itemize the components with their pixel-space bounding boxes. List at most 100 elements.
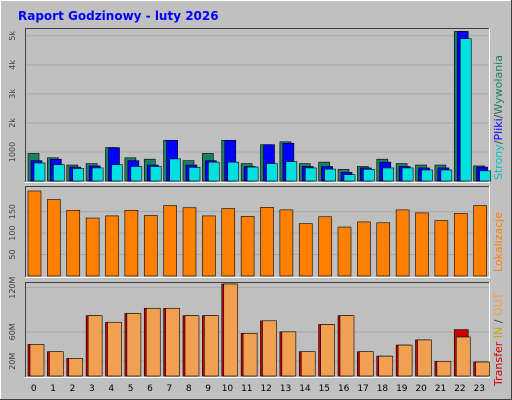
bar-wywolania: [111, 164, 123, 182]
x-tick-label: 5: [128, 384, 134, 394]
bar-wywolania: [401, 167, 414, 182]
ylabel-in: IN: [492, 327, 505, 338]
x-tick-label: 4: [108, 384, 114, 394]
x-tick-label: 18: [377, 384, 389, 394]
y-tick-label: 20M: [8, 353, 17, 370]
bar-out: [87, 315, 103, 377]
bar-wywolania: [440, 169, 453, 182]
bar-lokalizacje: [85, 217, 100, 277]
top-panel-ylabel: Strony/Pliki/Wywołania: [492, 55, 505, 180]
bar-lokalizacje: [143, 215, 158, 277]
bar-out: [475, 361, 490, 377]
bar-wywolania: [382, 167, 395, 182]
x-tick-label: 22: [454, 384, 465, 394]
y-tick-label: 120M: [8, 276, 17, 298]
bar-lokalizacje: [453, 213, 468, 277]
bar-out: [165, 307, 180, 377]
bar-out: [204, 315, 219, 377]
bar-out: [378, 355, 394, 377]
bar-wywolania: [324, 168, 336, 182]
y-tick-label: 1000: [8, 142, 17, 162]
bar-wywolania: [459, 38, 472, 182]
y-tick-label: 4k: [8, 60, 17, 70]
ylabel-sep-1: /: [492, 140, 505, 144]
bottom-panel-ylabel: Transfer IN / OUT: [492, 292, 505, 387]
x-tick-label: 11: [241, 384, 252, 394]
bar-wywolania: [285, 161, 298, 182]
bar-out: [184, 315, 200, 377]
bar-out: [339, 315, 355, 377]
hour-axis-labels: 0 1 2 3 4 5 6 7 8 9 10 11 12 13 14 15 16 17 18 19 20 21 22 23: [31, 384, 485, 394]
bar-out: [436, 360, 452, 377]
bar-out: [145, 307, 161, 377]
bar-wywolania: [227, 161, 240, 182]
plot-area: [25, 186, 490, 278]
bar-wywolania: [246, 166, 259, 182]
bar-wywolania: [149, 166, 162, 182]
bar-out: [281, 331, 297, 377]
bar-lokalizacje: [221, 208, 236, 277]
bar-wywolania: [266, 163, 278, 182]
bar-out: [300, 351, 316, 377]
bar-out: [397, 344, 413, 377]
x-tick-label: 6: [147, 384, 153, 394]
y-tick-label: 2k: [8, 118, 17, 128]
bar-out: [242, 333, 258, 377]
bar-lokalizacje: [473, 205, 487, 277]
bar-lokalizacje: [337, 226, 352, 277]
ylabel-wywolania: Wywołania: [492, 55, 505, 115]
x-tick-label: 8: [186, 384, 192, 394]
y-tick-label: 100: [8, 225, 17, 240]
x-tick-label: 0: [31, 384, 37, 394]
bar-wywolania: [33, 162, 46, 182]
x-tick-label: 21: [435, 384, 446, 394]
bar-out: [417, 339, 432, 377]
y-tick-label: 3k: [8, 89, 17, 99]
bar-out: [107, 321, 122, 377]
bar-out: [49, 351, 64, 377]
bar-lokalizacje: [240, 216, 255, 277]
y-tick-label: 50: [8, 249, 17, 259]
bar-lokalizacje: [66, 210, 81, 277]
bar-out: [223, 283, 239, 377]
transfer-panel: 20M 60M 120M: [8, 276, 490, 378]
x-tick-label: 16: [338, 384, 350, 394]
bar-lokalizacje: [376, 222, 391, 277]
y-tick-label: 5k: [8, 31, 17, 41]
ylabel-slash: /: [492, 319, 505, 323]
bar-lokalizacje: [202, 215, 216, 277]
bar-out: [126, 313, 142, 377]
x-tick-label: 9: [205, 384, 211, 394]
bar-wywolania: [479, 170, 491, 182]
x-tick-label: 1: [50, 384, 56, 394]
x-tick-label: 20: [415, 384, 427, 394]
plot-area: [25, 28, 490, 183]
bar-wywolania: [363, 169, 375, 182]
x-tick-label: 12: [260, 384, 271, 394]
bar-lokalizacje: [434, 220, 449, 277]
ylabel-out: OUT: [492, 292, 505, 316]
bar-out: [29, 344, 45, 377]
x-tick-label: 23: [474, 384, 485, 394]
bar-wywolania: [208, 161, 220, 182]
bar-out: [320, 324, 335, 377]
bar-lokalizacje: [318, 216, 332, 277]
locations-panel: 50 100 150: [8, 186, 490, 278]
ylabel-transfer: Transfer: [492, 341, 505, 387]
x-tick-label: 15: [319, 384, 330, 394]
bar-wywolania: [72, 168, 85, 182]
bar-lokalizacje: [27, 190, 42, 277]
bar-lokalizacje: [47, 199, 61, 277]
x-tick-label: 19: [396, 384, 408, 394]
bar-lokalizacje: [182, 207, 197, 277]
pages-files-hits-panel: 1000 2k 3k 4k 5k: [8, 28, 491, 183]
bar-lokalizacje: [163, 205, 177, 277]
bar-out: [68, 358, 84, 377]
bar-wywolania: [91, 167, 104, 182]
bar-wywolania: [188, 167, 201, 182]
plot-area: [25, 282, 490, 378]
x-tick-label: 2: [70, 384, 76, 394]
bar-lokalizacje: [415, 212, 429, 277]
bar-wywolania: [53, 164, 65, 182]
